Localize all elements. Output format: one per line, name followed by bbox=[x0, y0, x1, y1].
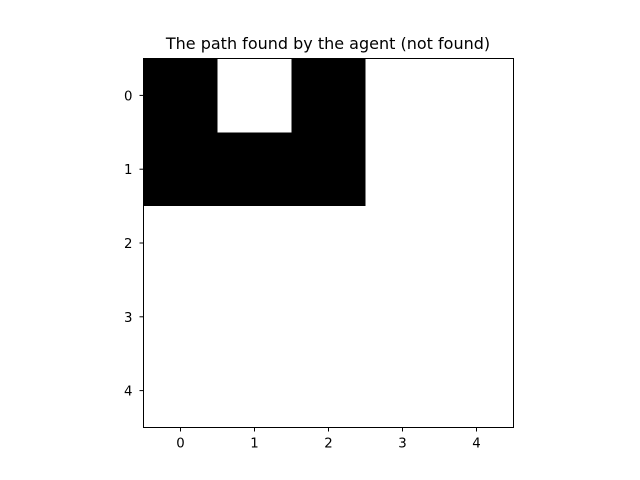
heatmap-cell-r2-c1 bbox=[218, 206, 292, 280]
heatmap-cell-r0-c2 bbox=[292, 59, 366, 133]
heatmap-cell-r2-c2 bbox=[292, 206, 366, 280]
heatmap-cell-r4-c4 bbox=[440, 354, 514, 428]
heatmap-cell-r3-c1 bbox=[218, 280, 292, 354]
heatmap-cell-r2-c3 bbox=[366, 206, 440, 280]
heatmap-cell-r2-c0 bbox=[144, 206, 218, 280]
x-tick-label: 2 bbox=[324, 437, 332, 452]
heatmap-cell-r3-c4 bbox=[440, 280, 514, 354]
heatmap-cell-r0-c1 bbox=[218, 59, 292, 133]
heatmap-cell-r1-c0 bbox=[144, 132, 218, 206]
heatmap-cell-r2-c4 bbox=[440, 206, 514, 280]
heatmap-cell-r0-c3 bbox=[366, 59, 440, 133]
x-tick-label: 3 bbox=[398, 437, 406, 452]
heatmap-cell-r3-c3 bbox=[366, 280, 440, 354]
x-tick-label: 4 bbox=[472, 437, 480, 452]
y-axis: 0 1 2 3 4 bbox=[124, 89, 143, 399]
x-tick-label: 0 bbox=[176, 437, 184, 452]
heatmap-cell-r1-c4 bbox=[440, 132, 514, 206]
heatmap-cell-r4-c2 bbox=[292, 354, 366, 428]
heatmap-cell-r1-c2 bbox=[292, 132, 366, 206]
heatmap-cell-r1-c1 bbox=[218, 132, 292, 206]
heatmap-cell-r4-c1 bbox=[218, 354, 292, 428]
y-tick-label: 1 bbox=[124, 163, 132, 178]
y-tick-label: 2 bbox=[124, 237, 132, 252]
x-axis: 0 1 2 3 4 bbox=[176, 428, 480, 452]
y-tick-label: 0 bbox=[124, 89, 132, 104]
heatmap-cell-r0-c4 bbox=[440, 59, 514, 133]
heatmap-cell-r3-c2 bbox=[292, 280, 366, 354]
chart-title: The path found by the agent (not found) bbox=[165, 34, 490, 53]
y-tick-label: 3 bbox=[124, 311, 132, 326]
heatmap-cell-r1-c3 bbox=[366, 132, 440, 206]
heatmap-cells bbox=[144, 59, 514, 428]
heatmap-cell-r0-c0 bbox=[144, 59, 218, 133]
heatmap-cell-r3-c0 bbox=[144, 280, 218, 354]
y-tick-label: 4 bbox=[124, 385, 132, 400]
heatmap-cell-r4-c3 bbox=[366, 354, 440, 428]
heatmap-cell-r4-c0 bbox=[144, 354, 218, 428]
x-tick-label: 1 bbox=[250, 437, 258, 452]
